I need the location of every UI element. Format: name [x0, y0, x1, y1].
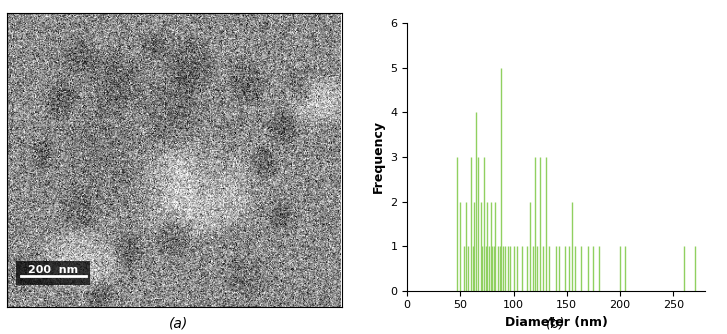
Y-axis label: Frequency: Frequency [371, 121, 385, 193]
X-axis label: Diameter (nm): Diameter (nm) [505, 316, 608, 329]
Text: 200  nm: 200 nm [28, 265, 79, 275]
FancyBboxPatch shape [17, 261, 90, 285]
Text: (a): (a) [169, 316, 188, 330]
Text: (b): (b) [547, 316, 566, 330]
